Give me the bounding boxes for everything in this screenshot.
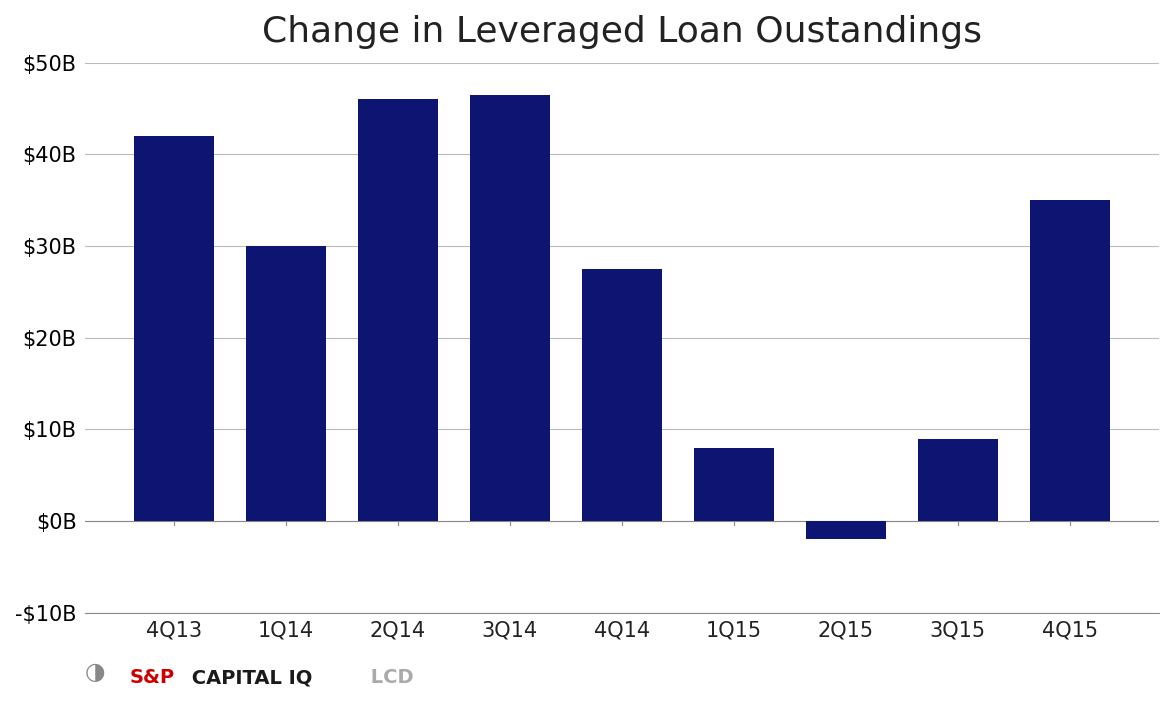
Title: Change in Leveraged Loan Oustandings: Change in Leveraged Loan Oustandings <box>262 15 981 49</box>
Text: 2Q15: 2Q15 <box>818 620 873 640</box>
Text: 3Q15: 3Q15 <box>930 620 986 640</box>
Text: 4Q15: 4Q15 <box>1041 620 1098 640</box>
Bar <box>470 95 551 521</box>
Text: LCD: LCD <box>364 668 414 687</box>
Bar <box>134 136 215 521</box>
Text: 4Q14: 4Q14 <box>594 620 650 640</box>
Text: 4Q13: 4Q13 <box>146 620 202 640</box>
Text: ◑: ◑ <box>85 659 106 684</box>
Text: 1Q15: 1Q15 <box>706 620 762 640</box>
Text: 3Q14: 3Q14 <box>481 620 538 640</box>
Bar <box>1030 200 1111 521</box>
Text: 2Q14: 2Q14 <box>370 620 426 640</box>
Bar <box>694 448 774 521</box>
Text: CAPITAL IQ: CAPITAL IQ <box>184 668 312 687</box>
Text: 1Q14: 1Q14 <box>258 620 313 640</box>
Bar <box>805 521 886 540</box>
Bar <box>918 439 998 521</box>
Bar <box>245 246 326 521</box>
Bar <box>581 269 662 521</box>
Text: S&P: S&P <box>129 668 175 687</box>
Bar <box>358 100 438 521</box>
